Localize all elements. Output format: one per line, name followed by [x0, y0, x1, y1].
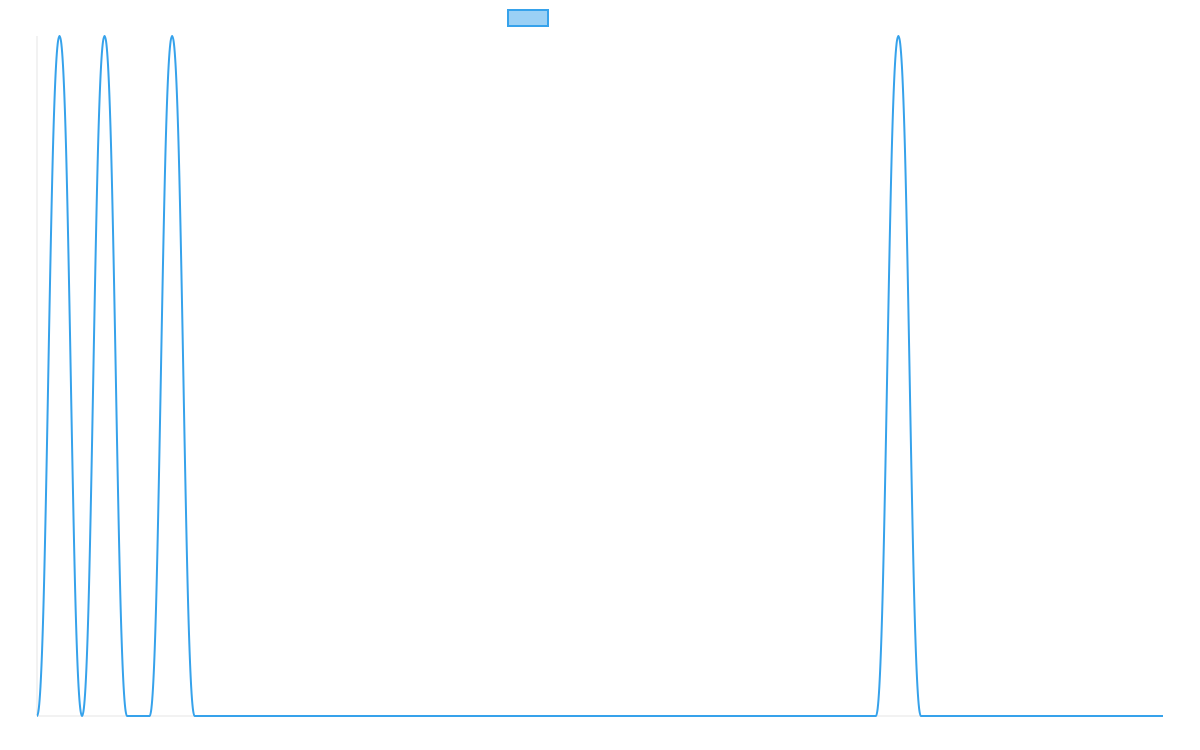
data-point[interactable]: [1160, 713, 1166, 719]
series-layer: [34, 33, 1166, 719]
data-point[interactable]: [237, 713, 243, 719]
data-point[interactable]: [124, 713, 130, 719]
data-point[interactable]: [169, 33, 175, 39]
data-point[interactable]: [34, 713, 40, 719]
data-point[interactable]: [873, 713, 879, 719]
data-point[interactable]: [192, 713, 198, 719]
data-point[interactable]: [895, 33, 901, 39]
series-line: [36, 34, 1163, 718]
legend-swatch[interactable]: [507, 9, 549, 27]
data-point[interactable]: [102, 33, 108, 39]
legend[interactable]: [507, 9, 549, 27]
data-point[interactable]: [918, 713, 924, 719]
data-point[interactable]: [214, 713, 220, 719]
data-point[interactable]: [57, 33, 63, 39]
data-point[interactable]: [79, 713, 85, 719]
data-point[interactable]: [147, 713, 153, 719]
